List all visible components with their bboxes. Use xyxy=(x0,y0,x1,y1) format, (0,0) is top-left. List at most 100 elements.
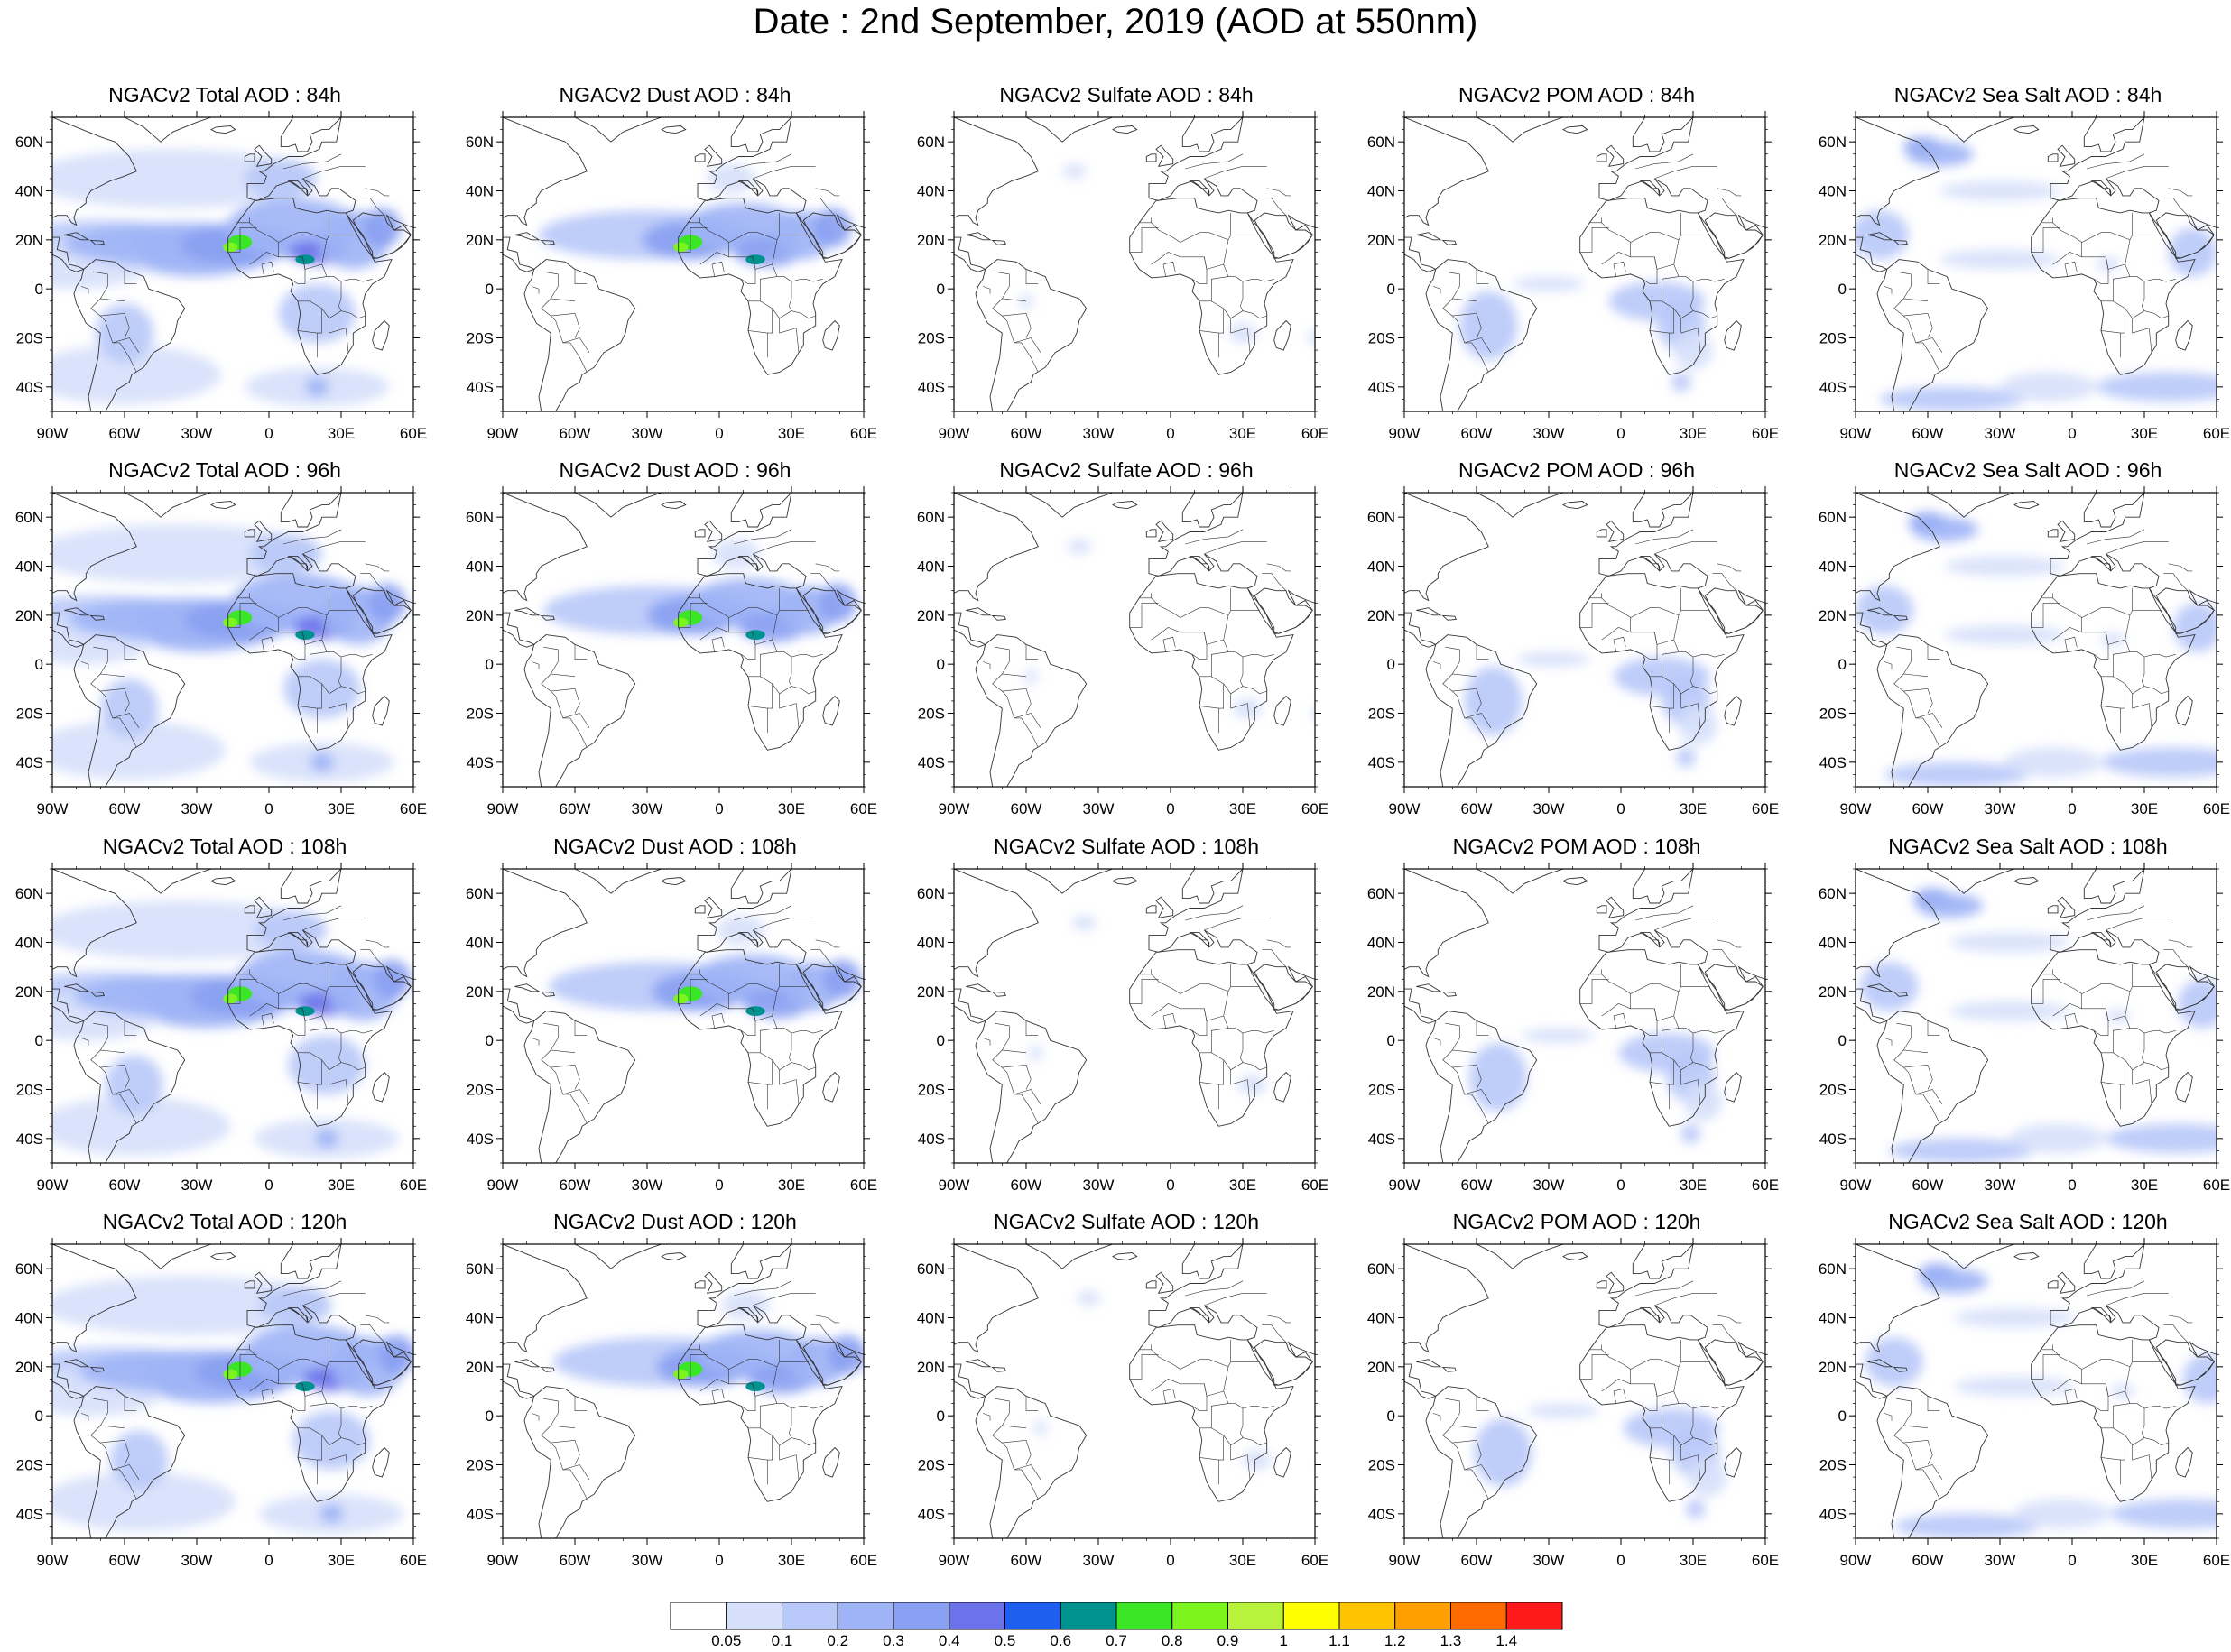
coastline-italy xyxy=(738,556,759,571)
coastline-italy xyxy=(2091,932,2112,947)
country-border xyxy=(237,593,250,599)
coastline-northAmerica xyxy=(52,117,137,226)
coastline-britain xyxy=(704,1271,723,1294)
country-border xyxy=(748,1383,756,1411)
country-border xyxy=(1915,342,1940,373)
lon-label: 30W xyxy=(1533,1177,1565,1194)
country-border xyxy=(2100,1457,2121,1461)
country-border xyxy=(772,639,823,658)
aod-field xyxy=(1464,651,1717,768)
lat-label: 0 xyxy=(1838,281,1847,298)
country-border xyxy=(531,1413,540,1421)
aod-plume xyxy=(223,617,238,628)
country-border xyxy=(1915,1469,1940,1500)
country-border xyxy=(748,1008,756,1036)
coastline-arabia xyxy=(2155,212,2215,259)
lat-label: 60N xyxy=(1819,509,1847,526)
country-border xyxy=(699,1369,729,1392)
country-border xyxy=(1884,661,1893,669)
country-border xyxy=(1673,1390,1725,1409)
coastline-madagascar xyxy=(1273,695,1291,726)
coastline-cuba xyxy=(64,232,90,241)
panel-title: NGACv2 Total AOD : 120h xyxy=(102,1210,347,1233)
aod-plume xyxy=(2096,372,2217,402)
coastline-hispaniola xyxy=(991,1366,1006,1372)
country-border xyxy=(227,979,257,1004)
country-border xyxy=(1712,949,1737,967)
coastline-greenland xyxy=(124,117,212,143)
colorbar-swatch xyxy=(1227,1601,1284,1630)
country-border xyxy=(2168,563,2193,572)
coastline-madagascar xyxy=(1273,1071,1291,1103)
coastline-greenland xyxy=(1025,869,1114,894)
aod-map: 60N 40N 20N 0 20S 40S 90W 60W 30W 0 30E 60E xyxy=(1367,1238,1779,1569)
country-border xyxy=(297,706,318,709)
country-border xyxy=(1025,269,1039,284)
country-border xyxy=(2100,706,2121,709)
coastline-africa xyxy=(1579,1324,1745,1502)
lon-label: 90W xyxy=(37,1552,69,1569)
coastlines xyxy=(503,1244,864,1538)
lat-label: 20S xyxy=(467,1457,494,1474)
country-border xyxy=(1199,632,1208,660)
country-border xyxy=(1613,261,1626,277)
country-border xyxy=(227,1354,257,1380)
aod-field xyxy=(1856,136,2217,411)
aod-plume xyxy=(52,1472,236,1531)
lat-label: 60N xyxy=(1367,134,1395,151)
coastline-ireland xyxy=(1596,153,1607,162)
aod-plume xyxy=(363,208,402,247)
coastline-iceland xyxy=(1562,501,1588,510)
lat-label: 0 xyxy=(1838,656,1847,673)
lon-label: 30W xyxy=(181,800,213,817)
coastlines xyxy=(1404,493,1765,787)
aod-plume xyxy=(1856,586,1913,635)
coastline-africa xyxy=(1579,198,1745,375)
country-border xyxy=(298,632,306,660)
coastline-africa xyxy=(678,1324,843,1502)
lon-label: 30E xyxy=(1229,1552,1256,1569)
country-border xyxy=(124,1020,137,1036)
country-border xyxy=(290,1406,299,1411)
coastline-scandinavia xyxy=(730,493,792,528)
country-border xyxy=(1689,1408,1694,1438)
coastline-southAmerica xyxy=(1876,1386,1989,1538)
lat-label: 0 xyxy=(1387,1032,1395,1049)
country-border xyxy=(1184,1280,1244,1297)
aod-plume xyxy=(1683,1082,1722,1121)
lat-label: 60N xyxy=(917,885,945,902)
country-border xyxy=(249,242,279,265)
country-border xyxy=(282,529,342,545)
coastline-arabia xyxy=(352,964,412,1011)
country-border xyxy=(2101,1008,2109,1036)
country-border xyxy=(733,529,792,545)
country-border xyxy=(124,269,137,284)
country-border xyxy=(1230,1444,1251,1480)
country-border xyxy=(1673,639,1725,658)
coastline-southAmerica xyxy=(1876,634,1989,787)
country-border xyxy=(801,313,816,319)
lat-label: 20S xyxy=(16,330,43,347)
country-border xyxy=(1669,1059,1674,1110)
coastline-iceland xyxy=(210,501,236,510)
coastline-cuba xyxy=(1867,607,1893,616)
lat-label: 20N xyxy=(466,607,494,624)
aod-map: 60N 40N 20N 0 20S 40S 90W 60W 30W 0 30E 60E xyxy=(15,1238,427,1569)
country-border xyxy=(1432,286,1441,294)
coastline-southAmerica xyxy=(1425,1011,1538,1163)
aod-plume xyxy=(2101,747,2217,778)
lon-label: 60E xyxy=(400,1552,427,1569)
country-border xyxy=(1702,688,1717,695)
lat-label: 40S xyxy=(918,754,945,771)
coastlines xyxy=(954,493,1315,787)
aod-plume xyxy=(1939,180,2060,201)
map-panel-sea-salt-aod-row2: NGACv2 Sea Salt AOD : 96h 60N 40N 20N 0 20S 40… xyxy=(1803,458,2231,834)
country-border xyxy=(551,1064,580,1090)
country-border xyxy=(1139,217,1152,224)
country-border xyxy=(302,918,366,931)
lon-label: 90W xyxy=(37,1177,69,1194)
country-border xyxy=(90,298,140,353)
country-border xyxy=(2100,330,2121,334)
coastline-scandinavia xyxy=(1632,117,1694,152)
lon-label: 90W xyxy=(1840,800,1872,817)
